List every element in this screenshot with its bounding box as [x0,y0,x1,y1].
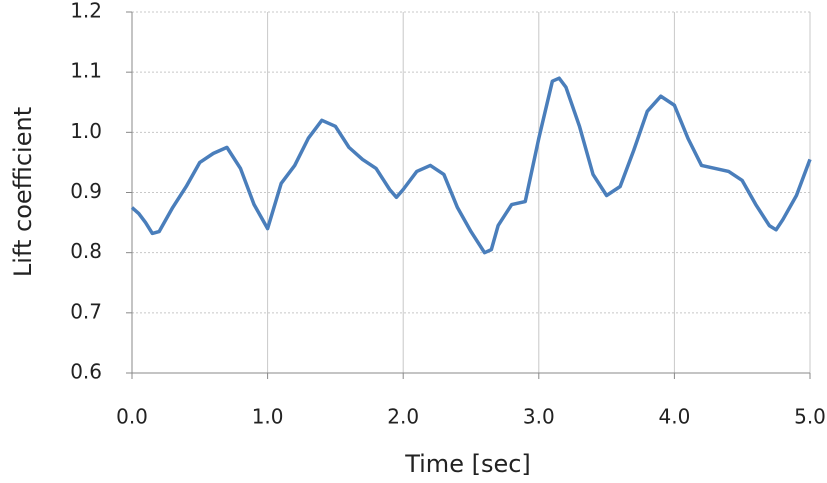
y-tick-label: 0.7 [70,299,102,323]
y-tick-label: 1.0 [70,119,102,143]
y-tick-label: 1.2 [70,0,102,23]
x-tick-label: 5.0 [794,405,826,429]
x-tick-label: 4.0 [658,405,690,429]
y-tick-label: 0.6 [70,360,102,384]
y-tick-label: 0.8 [70,239,102,263]
x-tick-label: 2.0 [387,405,419,429]
x-tick-label: 3.0 [523,405,555,429]
y-tick-label: 0.9 [70,179,102,203]
x-tick-label: 0.0 [116,405,148,429]
x-axis-title: Time [sec] [404,450,531,478]
y-axis-title: Lift coefficient [9,107,37,277]
y-tick-label: 1.1 [70,59,102,83]
x-tick-label: 1.0 [252,405,284,429]
data-line [130,76,812,255]
